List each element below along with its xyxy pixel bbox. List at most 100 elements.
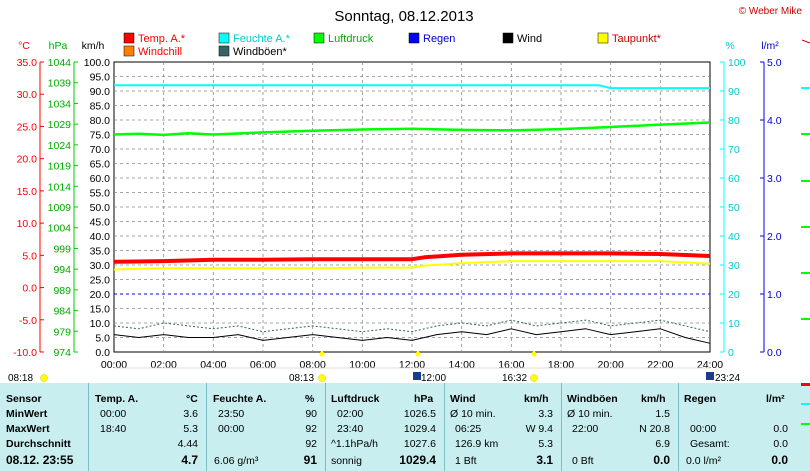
pressure-unit: hPa: [414, 393, 434, 405]
pressure-header: Luftdruck: [331, 393, 380, 405]
pressure-tick-label: 984: [53, 306, 71, 318]
humidity-tick-label: 20: [728, 289, 740, 301]
pressure-tick-label: 999: [53, 243, 71, 255]
legend-label-rain: Regen: [423, 33, 455, 45]
wind-avg10: 3.3: [538, 408, 553, 420]
rain-total-label: Gesamt:: [690, 438, 730, 450]
pressure-tick-label: 1034: [48, 98, 72, 110]
stats-separator: [88, 383, 89, 471]
axis-unit-temp: °C: [18, 40, 30, 52]
gust-max: N 20.8: [639, 423, 670, 435]
x-tick-label: 10:00: [349, 359, 375, 371]
x-tick-label: 16:00: [498, 359, 524, 371]
pressure-tick-label: 989: [53, 285, 71, 297]
temp-tick-label: 15.0: [17, 186, 38, 198]
humidity-avg: 92: [305, 438, 317, 450]
wind-tick-label: 95.0: [90, 72, 111, 84]
edge-mark-pressure-6: [801, 423, 810, 425]
wind-current: 3.1: [536, 453, 553, 467]
x-tick-label: 22:00: [647, 359, 673, 371]
pressure-current: 1029.4: [399, 453, 436, 467]
pressure-tick-label: 974: [53, 347, 71, 359]
humidity-unit: %: [305, 393, 315, 405]
gust-avg10: 1.5: [655, 408, 670, 420]
wind-tick-label: 30.0: [90, 260, 111, 272]
wind-unit: km/h: [524, 393, 549, 405]
temp-header: Temp. A.: [95, 393, 139, 405]
humidity-tick-label: 10: [728, 318, 740, 330]
pressure-max: 1029.4: [403, 423, 436, 435]
wind-tick-label: 85.0: [90, 101, 111, 113]
temp-tick-label: 20.0: [17, 154, 38, 166]
legend-label-pressure: Luftdruck: [328, 33, 374, 45]
temp-min-time: 00:00: [100, 408, 127, 420]
rain-tick-label: 3.0: [767, 173, 782, 185]
humidity-tick-label: 80: [728, 115, 740, 127]
legend-label-temp: Temp. A.*: [138, 33, 186, 45]
temp-max: 5.3: [183, 423, 198, 435]
wind-max: W 9.4: [525, 423, 553, 435]
rain-tick-label: 2.0: [767, 231, 782, 243]
wind-tick-label: 55.0: [90, 188, 111, 200]
humidity-min: 90: [305, 408, 317, 420]
rain-current: 0.0: [771, 453, 788, 467]
sunrise-time: 08:18: [8, 373, 33, 383]
wind-tick-label: 10.0: [90, 318, 111, 330]
humidity-tick-label: 30: [728, 260, 740, 272]
wind-tick-label: 90.0: [90, 86, 111, 98]
stats-separator: [678, 383, 679, 471]
humidity-max-time: 00:00: [218, 423, 245, 435]
legend-label-dewpoint: Taupunkt*: [612, 33, 662, 45]
humidity-min-time: 23:50: [218, 408, 245, 420]
x-tick-label: 18:00: [548, 359, 574, 371]
pressure-tick-label: 1044: [48, 57, 72, 69]
grid: [114, 62, 710, 352]
pressure-tick-label: 1014: [48, 181, 72, 193]
x-tick-label: 14:00: [449, 359, 475, 371]
sun-marker-afternoon: [531, 351, 537, 357]
rain-tick-label: 4.0: [767, 115, 782, 127]
noon-icon: [413, 372, 421, 380]
sun-marker-morning: [319, 351, 325, 357]
edge-mark-humidity: [801, 87, 810, 89]
wind-tick-label: 35.0: [90, 246, 111, 258]
rain-tick-label: 5.0: [767, 57, 782, 69]
x-tick-label: 12:00: [399, 359, 425, 371]
edge-mark-temp: [801, 383, 810, 386]
axis-unit-rain: l/m²: [761, 40, 779, 52]
wind-distance: 126.9 km: [455, 438, 499, 450]
legend-swatch-gust: [218, 45, 230, 57]
sunset-icon: [706, 372, 714, 380]
humidity-tick-label: 100: [728, 57, 746, 69]
series-line-taupunkt: [113, 260, 711, 271]
stats-separator: [444, 383, 445, 471]
pressure-trend: ^1.1hPa/h: [331, 438, 378, 450]
sun-marker-noon: [415, 351, 421, 357]
x-tick-label: 08:00: [300, 359, 326, 371]
pressure-tick-label: 1019: [48, 161, 72, 173]
wind-tick-label: 15.0: [90, 304, 111, 316]
axis-unit-pressure: hPa: [49, 40, 68, 52]
rain-total: 0.0: [773, 438, 788, 450]
humidity-tick-label: 50: [728, 202, 740, 214]
moon-icon: [530, 374, 538, 382]
pressure-tick-label: 1029: [48, 119, 72, 131]
temp-tick-label: -5.0: [19, 315, 37, 327]
noon-time: 12:00: [421, 373, 446, 383]
temp-avg: 4.44: [177, 438, 198, 450]
series-line-wind: [113, 328, 711, 344]
legend-swatch-rain: [408, 32, 420, 44]
gust-header: Windböen: [567, 393, 618, 405]
stats-separator: [325, 383, 326, 471]
wind-tick-label: 45.0: [90, 217, 111, 229]
pressure-tick-label: 994: [53, 264, 71, 276]
wind-tick-label: 80.0: [90, 115, 111, 127]
x-tick-label: 24:00: [697, 359, 723, 371]
x-tick-label: 02:00: [151, 359, 177, 371]
gust-unit: km/h: [641, 393, 666, 405]
legend-swatch-dewpoint: [597, 32, 609, 44]
pressure-min: 1026.5: [403, 408, 436, 420]
temp-tick-label: 5.0: [22, 250, 37, 262]
humidity-max: 92: [305, 423, 317, 435]
sensor-header: Sensor: [6, 393, 42, 405]
